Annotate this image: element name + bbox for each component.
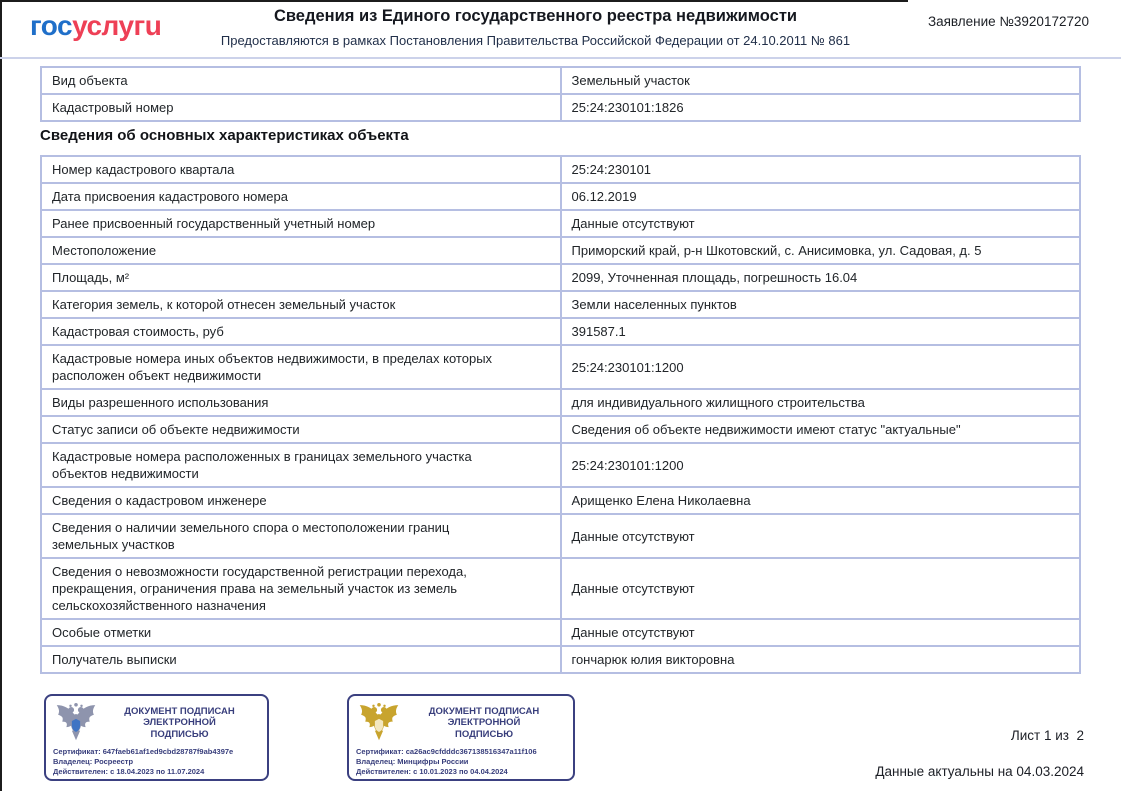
- header-divider: [0, 57, 1121, 59]
- row-label: Виды разрешенного использования: [40, 388, 562, 417]
- row-label: Ранее присвоенный государственный учетны…: [40, 209, 562, 238]
- row-value: 25:24:230101:1200: [559, 344, 1081, 390]
- application-number: Заявление №3920172720: [927, 14, 1089, 29]
- data-actual-date: Данные актуальны на 04.03.2024: [875, 764, 1084, 779]
- row-value: 25:24:230101:1826: [559, 93, 1081, 122]
- row-value: Данные отсутствуют: [559, 209, 1081, 238]
- main-characteristics-table: Номер кадастрового квартала 25:24:230101…: [40, 155, 1081, 674]
- row-value: Данные отсутствуют: [559, 618, 1081, 647]
- table-row: Кадастровые номера расположенных в грани…: [40, 442, 1081, 488]
- table-row: Местоположение Приморский край, р-н Шкот…: [40, 236, 1081, 265]
- object-summary-table: Вид объекта Земельный участок Кадастровы…: [40, 66, 1081, 122]
- row-label: Кадастровый номер: [40, 93, 562, 122]
- row-value: Арищенко Елена Николаевна: [559, 486, 1081, 515]
- coat-of-arms-icon: [56, 702, 96, 741]
- row-label: Кадастровые номера иных объектов недвижи…: [40, 344, 562, 390]
- row-value: для индивидуального жилищного строительс…: [559, 388, 1081, 417]
- row-label: Получатель выписки: [40, 645, 562, 674]
- stamp-details: Сертификат: ca26ac9cfdddc367138516347a11…: [356, 747, 566, 776]
- row-label: Дата присвоения кадастрового номера: [40, 182, 562, 211]
- row-value: Земли населенных пунктов: [559, 290, 1081, 319]
- logo-text-red: услугu: [72, 10, 162, 41]
- stamp-certificate: Сертификат: 647faeb61af1ed9cbd28787f9ab4…: [53, 747, 234, 756]
- coat-of-arms-icon: [359, 702, 399, 741]
- stamp-validity: Действителен: с 18.04.2023 по 11.07.2024: [53, 766, 205, 776]
- row-label: Категория земель, к которой отнесен земе…: [40, 290, 562, 319]
- stamp-owner: Владелец: Росреестр: [53, 756, 134, 766]
- table-row: Дата присвоения кадастрового номера 06.1…: [40, 182, 1081, 211]
- table-row: Сведения о наличии земельного спора о ме…: [40, 513, 1081, 559]
- row-label: Статус записи об объекте недвижимости: [40, 415, 562, 444]
- row-value: Земельный участок: [559, 66, 1081, 95]
- section-title: Сведения об основных характеристиках объ…: [40, 127, 409, 144]
- row-label: Сведения о кадастровом инженере: [40, 486, 562, 515]
- row-value: 2099, Уточненная площадь, погрешность 16…: [559, 263, 1081, 292]
- row-label: Местоположение: [40, 236, 562, 265]
- row-label: Вид объекта: [40, 66, 562, 95]
- page-top-border: [0, 0, 908, 2]
- table-row: Кадастровый номер 25:24:230101:1826: [40, 93, 1081, 122]
- table-row: Площадь, м² 2099, Уточненная площадь, по…: [40, 263, 1081, 292]
- row-value: Данные отсутствуют: [559, 557, 1081, 620]
- digital-signature-stamp-rosreestr: ДОКУМЕНТ ПОДПИСАН ЭЛЕКТРОННОЙ ПОДПИСЬЮ С…: [44, 694, 269, 781]
- sheet-number: Лист 1 из 2: [1010, 728, 1084, 743]
- row-value: 06.12.2019: [559, 182, 1081, 211]
- table-row: Ранее присвоенный государственный учетны…: [40, 209, 1081, 238]
- stamp-title: ДОКУМЕНТ ПОДПИСАН ЭЛЕКТРОННОЙ ПОДПИСЬЮ: [428, 705, 540, 740]
- row-label: Сведения о наличии земельного спора о ме…: [40, 513, 562, 559]
- row-label: Особые отметки: [40, 618, 562, 647]
- stamp-title: ДОКУМЕНТ ПОДПИСАН ЭЛЕКТРОННОЙ ПОДПИСЬЮ: [124, 705, 235, 740]
- row-value: Данные отсутствуют: [559, 513, 1081, 559]
- row-label: Номер кадастрового квартала: [40, 155, 562, 184]
- table-row: Категория земель, к которой отнесен земе…: [40, 290, 1081, 319]
- page-subtitle: Предоставляются в рамках Постановления П…: [220, 33, 851, 48]
- page-title: Сведения из Единого государственного рее…: [273, 7, 798, 25]
- document-header: Сведения из Единого государственного рее…: [185, 7, 886, 48]
- table-row: Сведения о невозможности государственной…: [40, 557, 1081, 620]
- stamp-header: ДОКУМЕНТ ПОДПИСАН ЭЛЕКТРОННОЙ ПОДПИСЬЮ: [356, 701, 566, 745]
- stamp-details: Сертификат: 647faeb61af1ed9cbd28787f9ab4…: [53, 747, 260, 776]
- table-row: Номер кадастрового квартала 25:24:230101: [40, 155, 1081, 184]
- gosuslugi-logo: госуслугu: [30, 10, 162, 42]
- table-row: Кадастровые номера иных объектов недвижи…: [40, 344, 1081, 390]
- table-row: Получатель выписки гончарюк юлия викторо…: [40, 645, 1081, 674]
- stamp-certificate: Сертификат: ca26ac9cfdddc367138516347a11…: [356, 747, 537, 756]
- table-row: Вид объекта Земельный участок: [40, 66, 1081, 95]
- stamp-validity: Действителен: с 10.01.2023 по 04.04.2024: [356, 766, 508, 776]
- row-value: 25:24:230101:1200: [559, 442, 1081, 488]
- table-row: Кадастровая стоимость, руб 391587.1: [40, 317, 1081, 346]
- table-row: Сведения о кадастровом инженере Арищенко…: [40, 486, 1081, 515]
- row-value: гончарюк юлия викторовна: [559, 645, 1081, 674]
- row-label: Площадь, м²: [40, 263, 562, 292]
- row-label: Сведения о невозможности государственной…: [40, 557, 562, 620]
- row-value: 25:24:230101: [559, 155, 1081, 184]
- row-value: Сведения об объекте недвижимости имеют с…: [559, 415, 1081, 444]
- table-row: Особые отметки Данные отсутствуют: [40, 618, 1081, 647]
- page-left-border: [0, 0, 2, 791]
- row-label: Кадастровая стоимость, руб: [40, 317, 562, 346]
- stamp-owner: Владелец: Минцифры России: [356, 756, 469, 766]
- table-row: Статус записи об объекте недвижимости Св…: [40, 415, 1081, 444]
- row-value: 391587.1: [559, 317, 1081, 346]
- row-label: Кадастровые номера расположенных в грани…: [40, 442, 562, 488]
- row-value: Приморский край, р-н Шкотовский, с. Анис…: [559, 236, 1081, 265]
- table-row: Виды разрешенного использования для инди…: [40, 388, 1081, 417]
- stamp-header: ДОКУМЕНТ ПОДПИСАН ЭЛЕКТРОННОЙ ПОДПИСЬЮ: [53, 701, 260, 745]
- digital-signature-stamp-mintsifry: ДОКУМЕНТ ПОДПИСАН ЭЛЕКТРОННОЙ ПОДПИСЬЮ С…: [347, 694, 575, 781]
- logo-text-blue: гос: [30, 10, 73, 41]
